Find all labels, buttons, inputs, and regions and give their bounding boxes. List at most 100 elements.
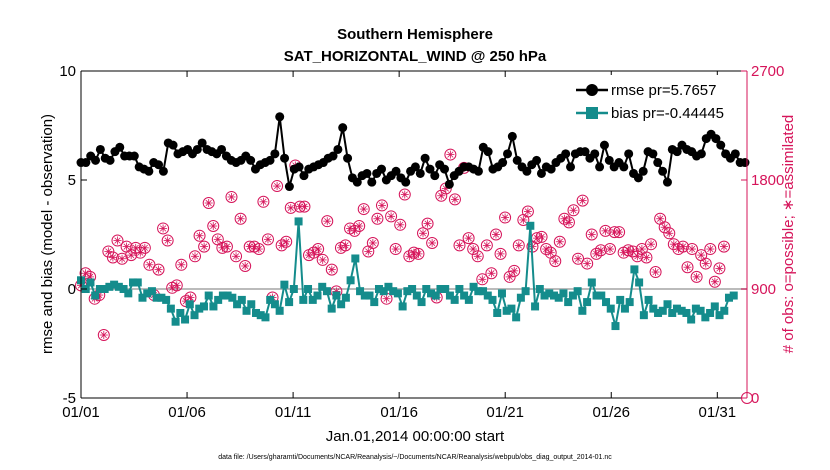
bias-point bbox=[337, 300, 346, 309]
bias-point bbox=[658, 306, 667, 315]
obs-circle bbox=[540, 243, 553, 256]
obs-star-stroke bbox=[552, 258, 559, 265]
obs-star-stroke bbox=[128, 251, 135, 259]
bias-point bbox=[408, 285, 417, 293]
obs-marker bbox=[676, 240, 689, 253]
obs-circle bbox=[298, 200, 311, 213]
rmse-point bbox=[95, 144, 105, 154]
bias-point bbox=[587, 278, 596, 287]
obs-marker bbox=[489, 228, 502, 241]
obs-circle bbox=[435, 189, 448, 202]
bias-point bbox=[427, 289, 436, 298]
obs-circle bbox=[175, 258, 188, 271]
bias-point bbox=[672, 304, 681, 313]
obs-star-stroke bbox=[470, 245, 477, 253]
obs-circle bbox=[307, 246, 320, 259]
bias-point bbox=[559, 289, 568, 298]
obs-marker bbox=[708, 275, 721, 288]
obs-circle bbox=[321, 215, 334, 228]
obs-circle bbox=[371, 212, 384, 225]
bias-point bbox=[185, 300, 194, 309]
obs-circle bbox=[567, 204, 580, 217]
bias-point bbox=[176, 308, 185, 317]
obs-star-stroke bbox=[205, 199, 212, 207]
obs-circle bbox=[106, 251, 119, 264]
y-axis-left-ticks: -5 0 5 10 bbox=[59, 63, 87, 407]
bias-point bbox=[455, 285, 464, 293]
rmse-point bbox=[299, 171, 309, 181]
obs-star-stroke bbox=[625, 247, 632, 254]
rmse-point bbox=[503, 149, 513, 159]
obs-star-stroke bbox=[301, 203, 308, 210]
obs-star-stroke bbox=[574, 255, 582, 262]
obs-circle bbox=[97, 329, 110, 342]
bias-point bbox=[143, 289, 152, 298]
obs-star-stroke bbox=[196, 232, 203, 239]
y-right-tick-label: 900 bbox=[751, 281, 776, 298]
obs-circle bbox=[193, 229, 206, 242]
bias-point bbox=[445, 291, 454, 300]
obs-marker bbox=[471, 250, 484, 263]
bias-point bbox=[668, 308, 677, 317]
obs-marker bbox=[353, 220, 366, 233]
obs-star-stroke bbox=[315, 245, 322, 253]
rmse-point bbox=[546, 164, 556, 174]
bias-point bbox=[602, 298, 611, 307]
obs-circle bbox=[585, 228, 598, 241]
rmse-point bbox=[653, 158, 663, 168]
y-axis-right-ticks: 0 900 1800 2700 bbox=[741, 63, 784, 407]
bias-point bbox=[379, 287, 388, 296]
obs-marker bbox=[603, 243, 616, 256]
bias-point bbox=[488, 295, 497, 304]
bias-point bbox=[549, 291, 558, 300]
rmse-point bbox=[444, 179, 454, 189]
obs-circle bbox=[134, 246, 147, 259]
obs-circle bbox=[713, 262, 726, 275]
obs-marker bbox=[476, 273, 489, 286]
obs-marker bbox=[111, 234, 124, 247]
rmse-point bbox=[512, 155, 522, 165]
obs-marker bbox=[225, 190, 238, 203]
obs-marker bbox=[521, 205, 534, 218]
obs-circle bbox=[348, 224, 361, 237]
obs-circle bbox=[499, 211, 512, 224]
obs-marker bbox=[485, 267, 498, 280]
obs-circle bbox=[271, 180, 284, 193]
obs-marker bbox=[640, 251, 653, 264]
rmse-point bbox=[633, 173, 643, 183]
obs-circle bbox=[467, 243, 480, 256]
obs-star-stroke bbox=[109, 254, 117, 261]
obs-circle bbox=[202, 197, 215, 210]
bias-point bbox=[464, 295, 473, 304]
bias-point bbox=[308, 295, 317, 304]
obs-star-stroke bbox=[118, 255, 126, 262]
obs-star-stroke bbox=[173, 282, 180, 289]
y-left-tick-label: -5 bbox=[63, 390, 76, 407]
obs-marker bbox=[394, 218, 407, 231]
rmse-point bbox=[507, 131, 517, 141]
bias-point bbox=[620, 304, 629, 313]
bias-point bbox=[710, 302, 719, 311]
obs-star-stroke bbox=[264, 236, 272, 243]
obs-star-stroke bbox=[438, 192, 445, 199]
bias-series bbox=[77, 217, 738, 331]
rmse-point bbox=[483, 147, 493, 157]
bias-point bbox=[649, 304, 658, 313]
obs-circle bbox=[553, 235, 566, 248]
obs-star-stroke bbox=[707, 245, 714, 253]
rmse-point bbox=[595, 162, 605, 172]
rmse-point bbox=[473, 166, 483, 176]
bias-point bbox=[275, 306, 284, 315]
rmse-point bbox=[144, 166, 154, 176]
obs-star-stroke bbox=[342, 242, 349, 249]
obs-star-stroke bbox=[228, 193, 235, 201]
rmse-point bbox=[168, 140, 178, 150]
x-tick-label: 01/06 bbox=[168, 404, 206, 421]
obs-marker bbox=[321, 215, 334, 228]
obs-marker bbox=[581, 257, 594, 270]
bias-point bbox=[266, 295, 275, 304]
obs-circle bbox=[581, 257, 594, 270]
obs-marker bbox=[462, 232, 475, 245]
obs-circle bbox=[102, 245, 115, 258]
obs-marker bbox=[298, 200, 311, 213]
